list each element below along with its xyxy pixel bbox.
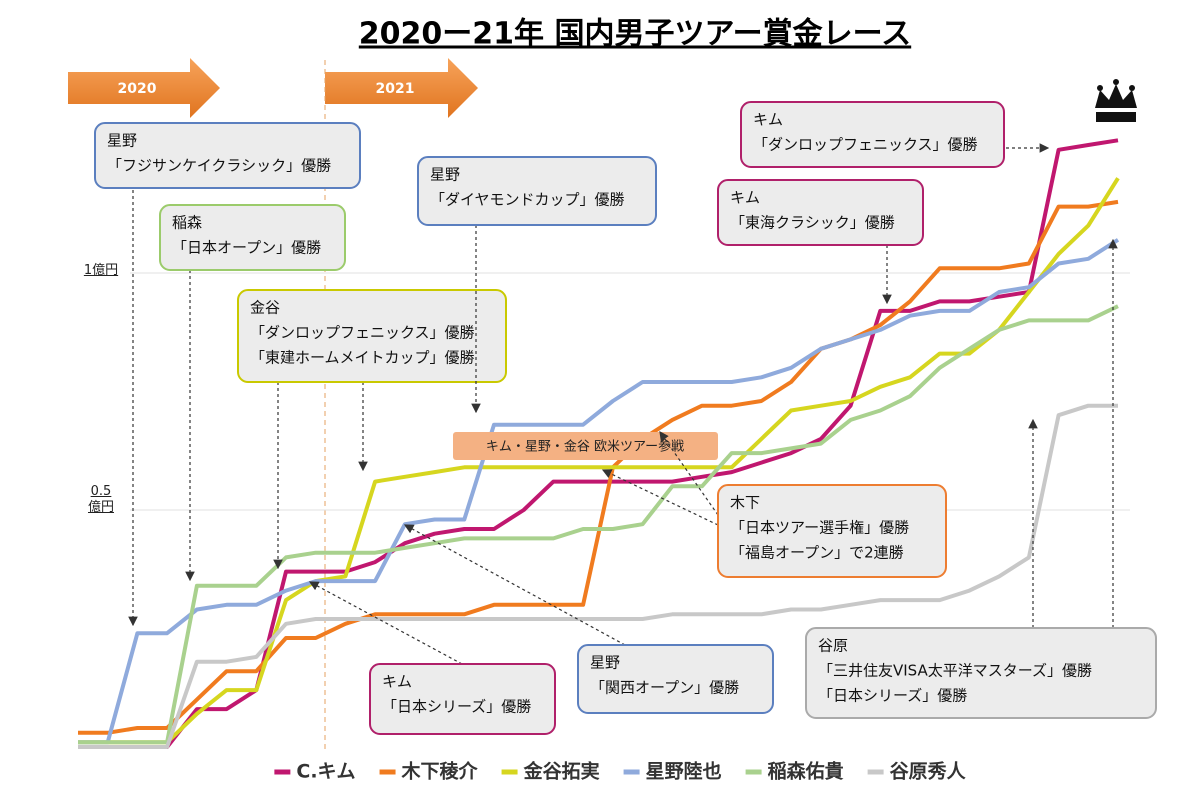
annotation-text: 金谷: [250, 299, 280, 317]
crown-icon: [1097, 85, 1103, 91]
annotation-text: 「関西オープン」優勝: [590, 679, 739, 697]
annotation-box: [717, 179, 924, 246]
y-tick-label: 0.5 億円: [87, 484, 114, 515]
annotation-text: 「日本オープン」優勝: [172, 239, 321, 257]
season-label: 2021: [376, 81, 415, 97]
annotation-text: 「フジサンケイクラシック」優勝: [107, 157, 331, 175]
annotation-text: 星野: [107, 132, 137, 150]
plot: [78, 138, 1120, 749]
annotations: キム・星野・金谷 欧米ツアー参戦星野「フジサンケイクラシック」優勝稲森「日本オー…: [94, 101, 1157, 735]
series-line: [78, 238, 1120, 745]
legend-label: 稲森佑貴: [768, 760, 844, 783]
annotation-box: [369, 663, 556, 735]
annotation-box: [577, 644, 774, 714]
annotation-text: 「日本ツアー選手権」優勝: [730, 519, 909, 537]
series-line: [78, 304, 1119, 745]
legend: C.キム 木下稜介 金谷拓実 星野陸也 稲森佑貴 谷原秀人: [274, 760, 967, 783]
annotation-text: 「日本シリーズ」優勝: [818, 687, 967, 705]
annotation-text: 稲森: [172, 214, 202, 232]
annotation-text: 「福島オープン」で2連勝: [730, 544, 904, 562]
annotation-arrow: [308, 581, 463, 665]
annotation-text: 「ダンロップフェニックス」優勝: [753, 136, 978, 154]
annotation-text: 「東海クラシック」優勝: [730, 214, 895, 232]
season-label: 2020: [118, 81, 157, 97]
crown-icon: [1095, 84, 1137, 122]
annotation-box: [740, 101, 1005, 168]
annotation-text: 「日本シリーズ」優勝: [382, 698, 531, 716]
annotation-box: [94, 122, 361, 189]
annotation-text: 「三井住友VISA太平洋マスターズ」優勝: [818, 662, 1092, 680]
annotation-text: 谷原: [818, 637, 848, 655]
banner-text: キム・星野・金谷 欧米ツアー参戦: [486, 439, 684, 455]
legend-label: 金谷拓実: [523, 760, 600, 783]
annotation-box: [417, 156, 657, 226]
chart-title: 2020ー21年 国内男子ツアー賞金レース: [359, 17, 911, 52]
annotation-box: [237, 289, 507, 383]
annotation-box: [805, 627, 1157, 719]
annotation-text: キム: [753, 111, 783, 129]
crown-icon: [1129, 85, 1135, 91]
annotation-text: 木下: [730, 494, 760, 512]
legend-label: 木下稜介: [401, 760, 479, 783]
annotation-box: [717, 484, 947, 578]
legend-label: 星野陸也: [646, 760, 722, 783]
annotation-text: 星野: [590, 654, 620, 672]
annotation-text: 星野: [430, 166, 460, 184]
season-arrow: [325, 58, 478, 118]
series-line: [78, 199, 1119, 735]
annotation-text: 「ダンロップフェニックス」優勝: [250, 324, 475, 342]
grid: [130, 272, 1130, 511]
banner: [453, 432, 718, 460]
annotation-text: キム: [382, 673, 412, 691]
crown-icon: [1113, 79, 1119, 85]
annotation-text: 「東建ホームメイトカップ」優勝: [250, 349, 475, 367]
legend-label: C.キム: [296, 761, 355, 783]
annotation-text: 「ダイヤモンドカップ」優勝: [430, 191, 625, 209]
annotation-arrow: [659, 431, 719, 516]
season-arrow: [68, 58, 220, 118]
annotation-box: [159, 204, 346, 271]
legend-label: 谷原秀人: [890, 761, 967, 783]
annotation-text: キム: [730, 189, 760, 207]
series-line: [78, 177, 1120, 745]
y-tick-label: 1億円: [83, 263, 119, 278]
series-line: [78, 138, 1119, 749]
series-line: [78, 403, 1118, 749]
